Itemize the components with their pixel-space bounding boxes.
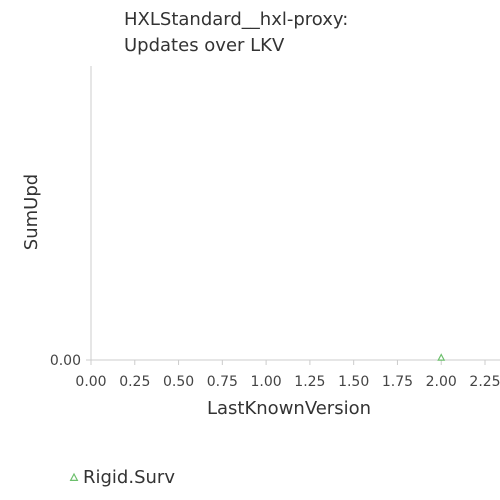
x-axis-title: LastKnownVersion bbox=[207, 398, 371, 419]
chart-title-line-2: Updates over LKV bbox=[124, 35, 285, 56]
x-tick-label: 2.25 bbox=[469, 374, 500, 390]
data-point-triangle bbox=[437, 353, 446, 361]
y-axis-title: SumUpd bbox=[21, 174, 42, 250]
y-tick-label: 0.00 bbox=[50, 353, 81, 369]
x-tick-label: 0.75 bbox=[207, 374, 238, 390]
data-points bbox=[437, 353, 446, 361]
chart-title: HXLStandard__hxl-proxy: Updates over LKV bbox=[124, 9, 348, 56]
x-tick-label: 1.00 bbox=[251, 374, 282, 390]
x-tick-label: 1.75 bbox=[382, 374, 413, 390]
legend: Rigid.Surv bbox=[69, 467, 175, 488]
x-tick-label: 1.25 bbox=[294, 374, 325, 390]
x-tick-label: 0.00 bbox=[75, 374, 106, 390]
legend-label: Rigid.Surv bbox=[83, 467, 175, 488]
x-tick-label: 2.00 bbox=[426, 374, 457, 390]
chart-title-line-1: HXLStandard__hxl-proxy: bbox=[124, 9, 348, 30]
x-tick-label: 0.25 bbox=[119, 374, 150, 390]
y-axis-ticks: 0.00 bbox=[50, 353, 91, 369]
legend-marker-triangle-icon bbox=[69, 472, 79, 481]
x-tick-label: 0.50 bbox=[163, 374, 194, 390]
x-axis-ticks: 0.00 0.25 0.50 0.75 1.00 1.25 1.50 1.75 2.00 2.25 bbox=[75, 360, 500, 390]
x-tick-label: 1.50 bbox=[338, 374, 369, 390]
